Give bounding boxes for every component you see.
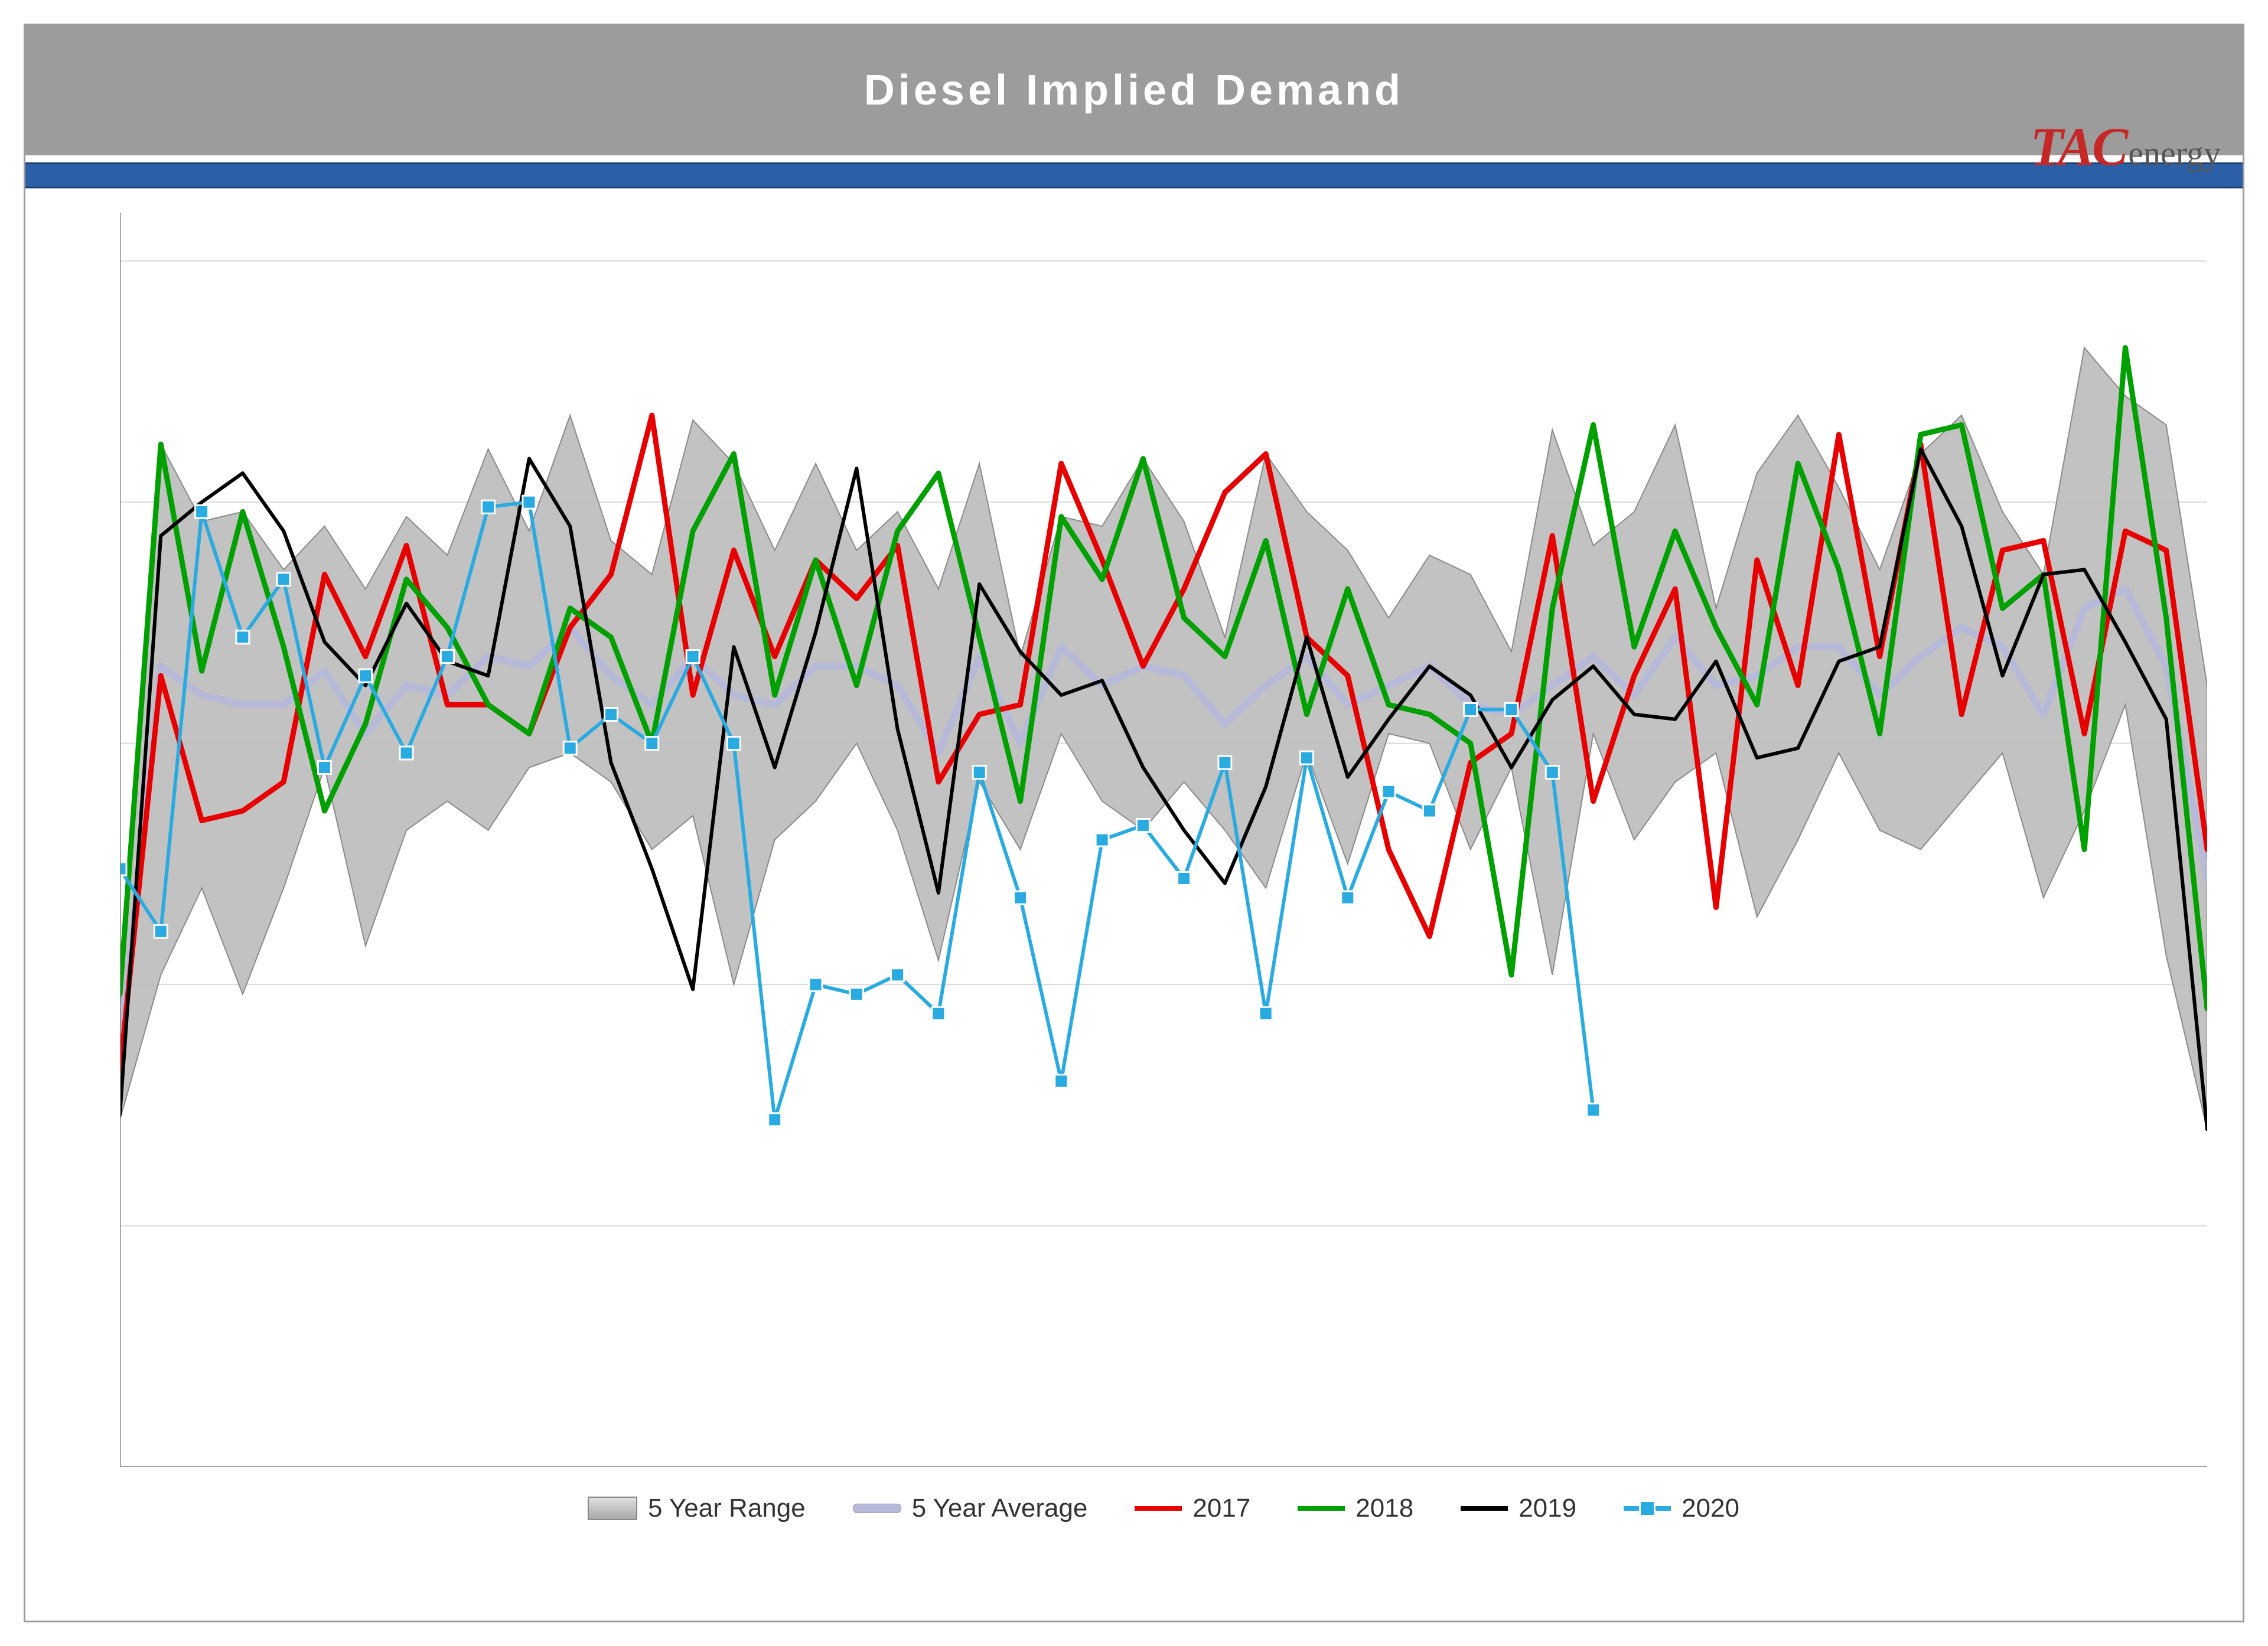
chart-svg — [120, 213, 2207, 1467]
legend-swatch-2018 — [1298, 1506, 1345, 1511]
legend-label-2019: 2019 — [1518, 1494, 1576, 1523]
legend-item-range: 5 Year Range — [588, 1494, 806, 1523]
legend-item-2017: 2017 — [1135, 1494, 1250, 1523]
legend-label-avg: 5 Year Average — [912, 1494, 1088, 1523]
legend-swatch-avg — [853, 1504, 901, 1513]
chart-title: Diesel Implied Demand — [864, 66, 1404, 115]
legend-item-2020: 2020 — [1624, 1494, 1739, 1523]
legend-swatch-2020 — [1624, 1506, 1671, 1511]
legend: 5 Year Range 5 Year Average 2017 2018 20… — [120, 1485, 2207, 1532]
logo: TAC energy — [2030, 115, 2221, 192]
logo-energy: energy — [2128, 133, 2221, 173]
legend-item-2019: 2019 — [1461, 1494, 1576, 1523]
legend-item-2018: 2018 — [1298, 1494, 1413, 1523]
legend-swatch-2019 — [1461, 1506, 1508, 1511]
legend-label-2018: 2018 — [1355, 1494, 1413, 1523]
title-bar: Diesel Implied Demand — [25, 25, 2243, 155]
legend-label-range: 5 Year Range — [648, 1494, 806, 1523]
legend-item-avg: 5 Year Average — [853, 1494, 1088, 1523]
legend-label-2017: 2017 — [1192, 1494, 1250, 1523]
plot-wrap: 5 Year Range 5 Year Average 2017 2018 20… — [25, 189, 2243, 1621]
plot-area — [120, 213, 2207, 1467]
legend-swatch-range — [588, 1497, 637, 1520]
logo-tac: TAC — [2030, 115, 2126, 178]
legend-label-2020: 2020 — [1682, 1494, 1739, 1523]
legend-swatch-2017 — [1135, 1506, 1182, 1511]
chart-frame: Diesel Implied Demand TAC energy 5 Year … — [24, 24, 2244, 1622]
accent-strip — [25, 162, 2243, 188]
